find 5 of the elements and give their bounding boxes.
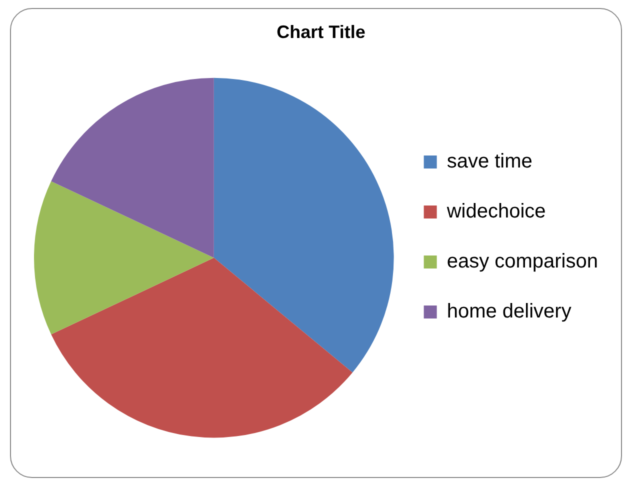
legend-label: save time (446, 150, 532, 173)
legend-label: home delivery (446, 300, 572, 323)
legend-label: widechoice (446, 200, 546, 223)
legend-label: easy comparison (446, 250, 598, 273)
chart-title: Chart Title (276, 22, 366, 42)
